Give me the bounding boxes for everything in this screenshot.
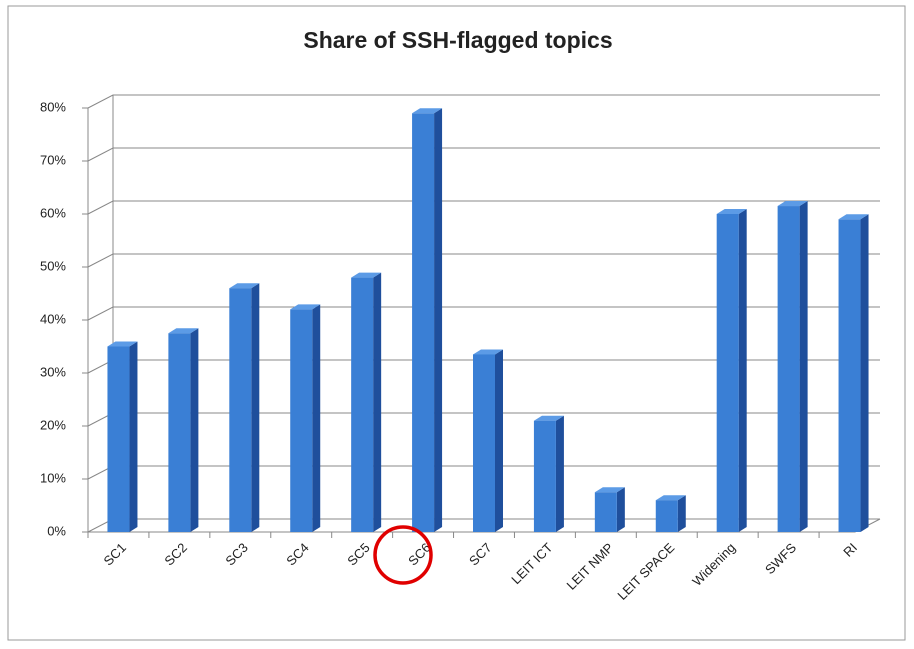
grid-line <box>87 94 880 109</box>
y-tick-label: 60% <box>40 205 66 220</box>
bar-side <box>190 328 199 532</box>
bar <box>716 214 739 532</box>
bar <box>412 113 435 533</box>
bar-side <box>860 214 869 533</box>
bar-top <box>777 201 808 207</box>
bar-top <box>838 214 869 220</box>
chart-title: Share of SSH-flagged topics <box>303 27 612 53</box>
bar <box>594 492 617 532</box>
grid-line <box>87 306 880 321</box>
bar-top <box>229 283 260 289</box>
bar-side <box>738 209 747 532</box>
y-tick-label: 70% <box>40 152 66 167</box>
bar <box>777 206 800 533</box>
bar <box>290 309 313 532</box>
grid-line <box>87 147 880 162</box>
bar <box>229 288 252 532</box>
bar <box>168 333 191 532</box>
chart-border <box>7 5 906 641</box>
y-tick-label: 0% <box>47 523 66 538</box>
bar-side <box>434 108 443 533</box>
bar-top <box>168 328 199 334</box>
bar-top <box>412 108 443 114</box>
y-tick-label: 20% <box>40 417 66 432</box>
y-tick-label: 10% <box>40 470 66 485</box>
bar-side <box>555 415 564 532</box>
bar-side <box>251 283 260 532</box>
bar <box>107 346 130 532</box>
bar-side <box>312 304 321 532</box>
grid-line <box>87 200 880 215</box>
highlight-circle <box>373 525 433 585</box>
bar <box>351 277 374 532</box>
bar <box>655 500 678 532</box>
bar-side <box>129 341 138 532</box>
bar-side <box>799 201 808 533</box>
y-tick-label: 80% <box>40 99 66 114</box>
y-tick-label: 40% <box>40 311 66 326</box>
bar <box>473 354 495 532</box>
bar-top <box>655 495 686 501</box>
bar-side <box>495 349 503 532</box>
bar-side <box>677 495 686 532</box>
bar <box>533 420 556 532</box>
bar-top <box>473 349 503 355</box>
y-tick-label: 50% <box>40 258 66 273</box>
grid-line <box>87 253 880 268</box>
y-tick-label: 30% <box>40 364 66 379</box>
bar-top <box>107 341 138 347</box>
bar-top <box>533 415 564 421</box>
bar-side <box>616 487 625 532</box>
bar-top <box>716 209 747 214</box>
bar <box>838 219 861 533</box>
bar-top <box>290 304 321 310</box>
bar-side <box>373 272 382 532</box>
bar-top <box>594 487 625 493</box>
bar-top <box>351 272 382 278</box>
